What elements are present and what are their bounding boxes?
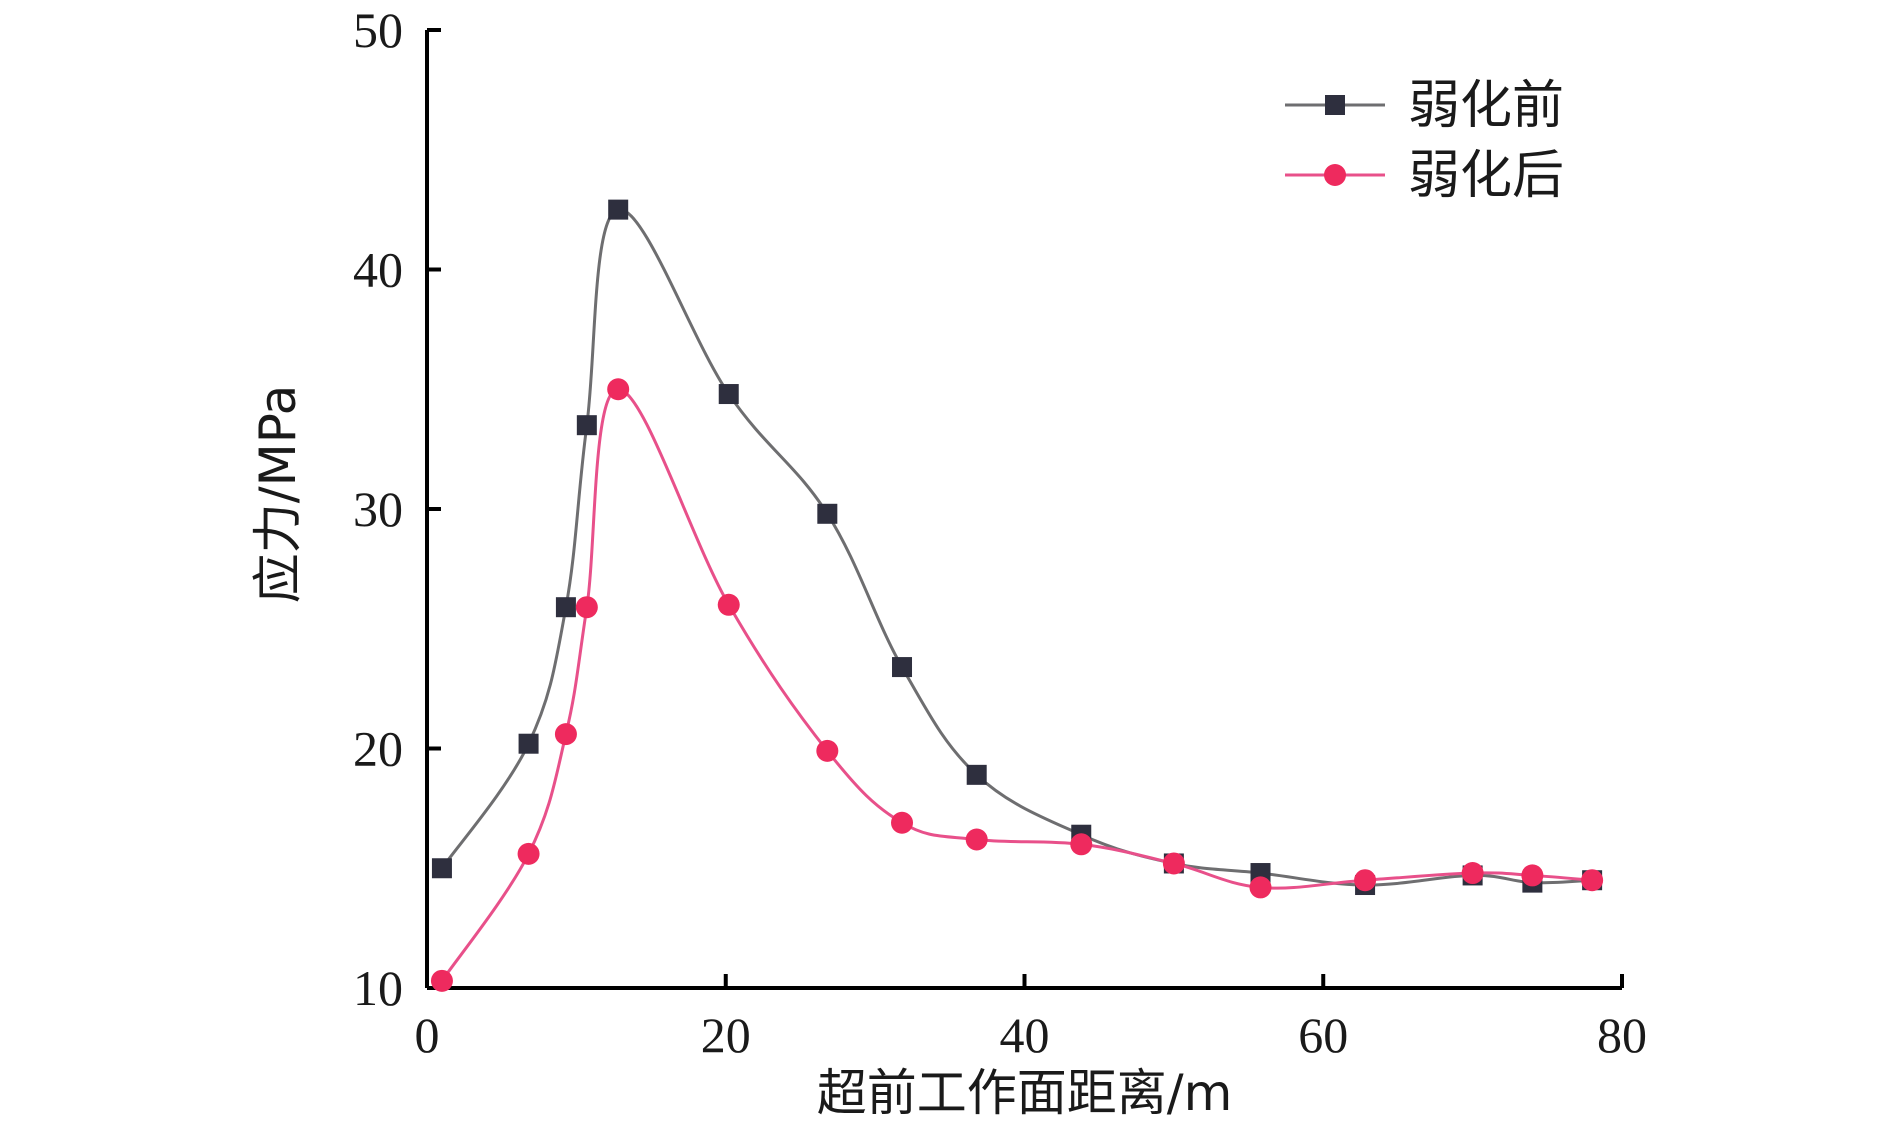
data-point	[517, 842, 540, 865]
data-point	[555, 597, 576, 618]
x-tick-label: 0	[415, 1007, 440, 1063]
x-axis-title: 超前工作面距离/m	[817, 1064, 1233, 1122]
series-line	[440, 387, 1593, 982]
x-tick-label: 20	[701, 1007, 751, 1063]
y-axis-title: 应力/MPa	[249, 385, 307, 604]
data-point	[431, 858, 452, 879]
data-point	[1581, 869, 1604, 892]
axes: 10 20 30 40 50 0 20 40 60 80	[353, 2, 1647, 1063]
data-point	[717, 593, 740, 616]
data-point	[554, 723, 577, 746]
x-tick-label: 40	[1000, 1007, 1050, 1063]
data-point	[608, 199, 629, 220]
data-point	[1461, 862, 1484, 885]
data-point	[817, 503, 838, 524]
series-2	[430, 378, 1604, 992]
x-tick-label: 80	[1597, 1007, 1647, 1063]
legend-marker	[1325, 95, 1345, 115]
series-1	[431, 199, 1603, 896]
legend-label: 弱化后	[1408, 146, 1564, 206]
data-point	[1354, 869, 1377, 892]
data-point	[892, 657, 913, 678]
y-tick-label: 20	[353, 721, 403, 777]
data-point	[1070, 833, 1093, 856]
data-point	[816, 739, 839, 762]
data-point	[430, 969, 453, 992]
data-point	[718, 384, 739, 405]
data-point	[518, 733, 539, 754]
series-layer	[430, 199, 1604, 992]
legend-item-1: 弱化前	[1285, 76, 1564, 136]
y-tick-label: 30	[353, 481, 403, 537]
data-point	[1249, 876, 1272, 899]
data-point	[891, 811, 914, 834]
data-point	[965, 828, 988, 851]
y-tick-label: 10	[353, 960, 403, 1016]
legend-marker	[1324, 164, 1346, 186]
data-point	[576, 415, 597, 436]
legend-item-2: 弱化后	[1285, 146, 1564, 206]
data-point	[575, 596, 598, 619]
data-point	[966, 764, 987, 785]
series-line	[440, 208, 1593, 887]
y-tick-label: 50	[353, 2, 403, 58]
x-tick-label: 60	[1298, 1007, 1348, 1063]
y-tick-label: 40	[353, 242, 403, 298]
data-point	[607, 378, 630, 401]
data-point	[1162, 852, 1185, 875]
data-point	[1521, 864, 1544, 887]
legend-label: 弱化前	[1408, 76, 1564, 136]
